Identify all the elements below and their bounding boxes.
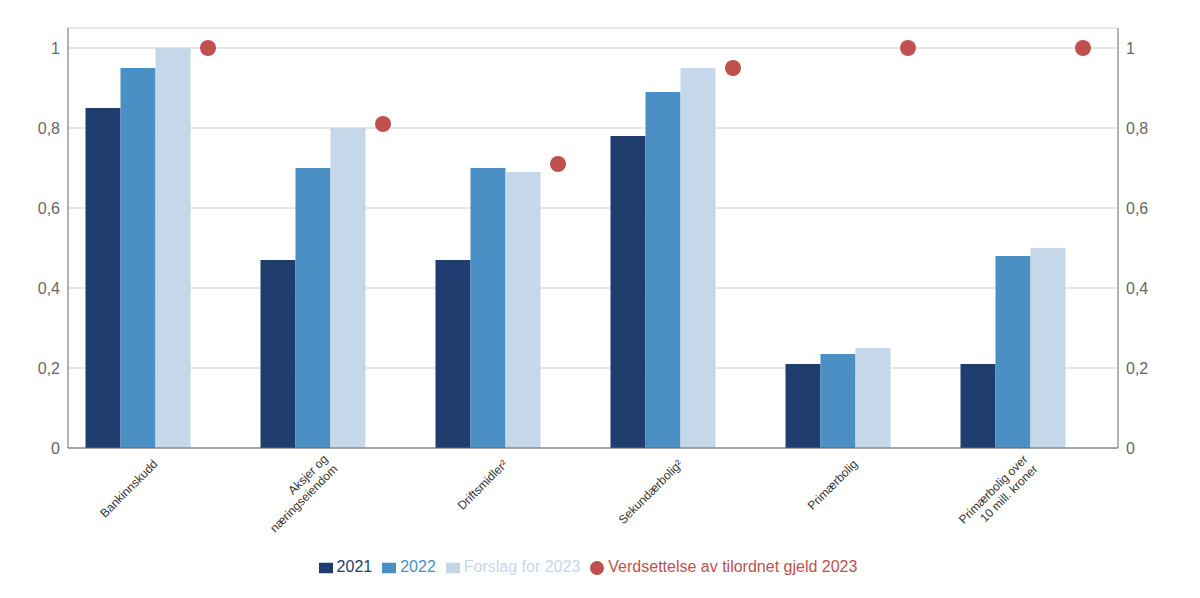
svg-text:Sekundærbolig²: Sekundærbolig² — [616, 457, 686, 527]
svg-text:0,2: 0,2 — [38, 360, 60, 377]
svg-text:1: 1 — [1126, 40, 1135, 57]
svg-text:Primærbolig: Primærbolig — [805, 457, 861, 513]
svg-text:Driftsmidler²: Driftsmidler² — [455, 457, 511, 513]
html-text:2021: 2021 — [336, 558, 373, 575]
svg-text:Bankinnskudd: Bankinnskudd — [97, 457, 160, 520]
svg-text:0,4: 0,4 — [1126, 280, 1148, 297]
svg-text:0,2: 0,2 — [1126, 360, 1148, 377]
svg-text:1: 1 — [51, 40, 60, 57]
svg-text:0,6: 0,6 — [1126, 200, 1148, 217]
svg-text:0,8: 0,8 — [38, 120, 60, 137]
svg-text:0,4: 0,4 — [38, 280, 60, 297]
svg-text:0,6: 0,6 — [38, 200, 60, 217]
html-text:2022: 2022 — [400, 558, 436, 575]
html-text:Forslag for 2023: Forslag for 2023 — [463, 558, 581, 575]
svg-text:0: 0 — [51, 440, 60, 457]
svg-text:0: 0 — [1126, 440, 1135, 457]
html-text:Verdsettelse av tilordnet gjel: Verdsettelse av tilordnet gjeld 2023 — [608, 558, 858, 575]
svg-text:0,8: 0,8 — [1126, 120, 1148, 137]
svg-text:Aksjer ognæringseiendom: Aksjer ognæringseiendom — [257, 452, 340, 535]
svg-text:Primærbolig over10 mill. krone: Primærbolig over10 mill. kroner — [956, 452, 1040, 536]
